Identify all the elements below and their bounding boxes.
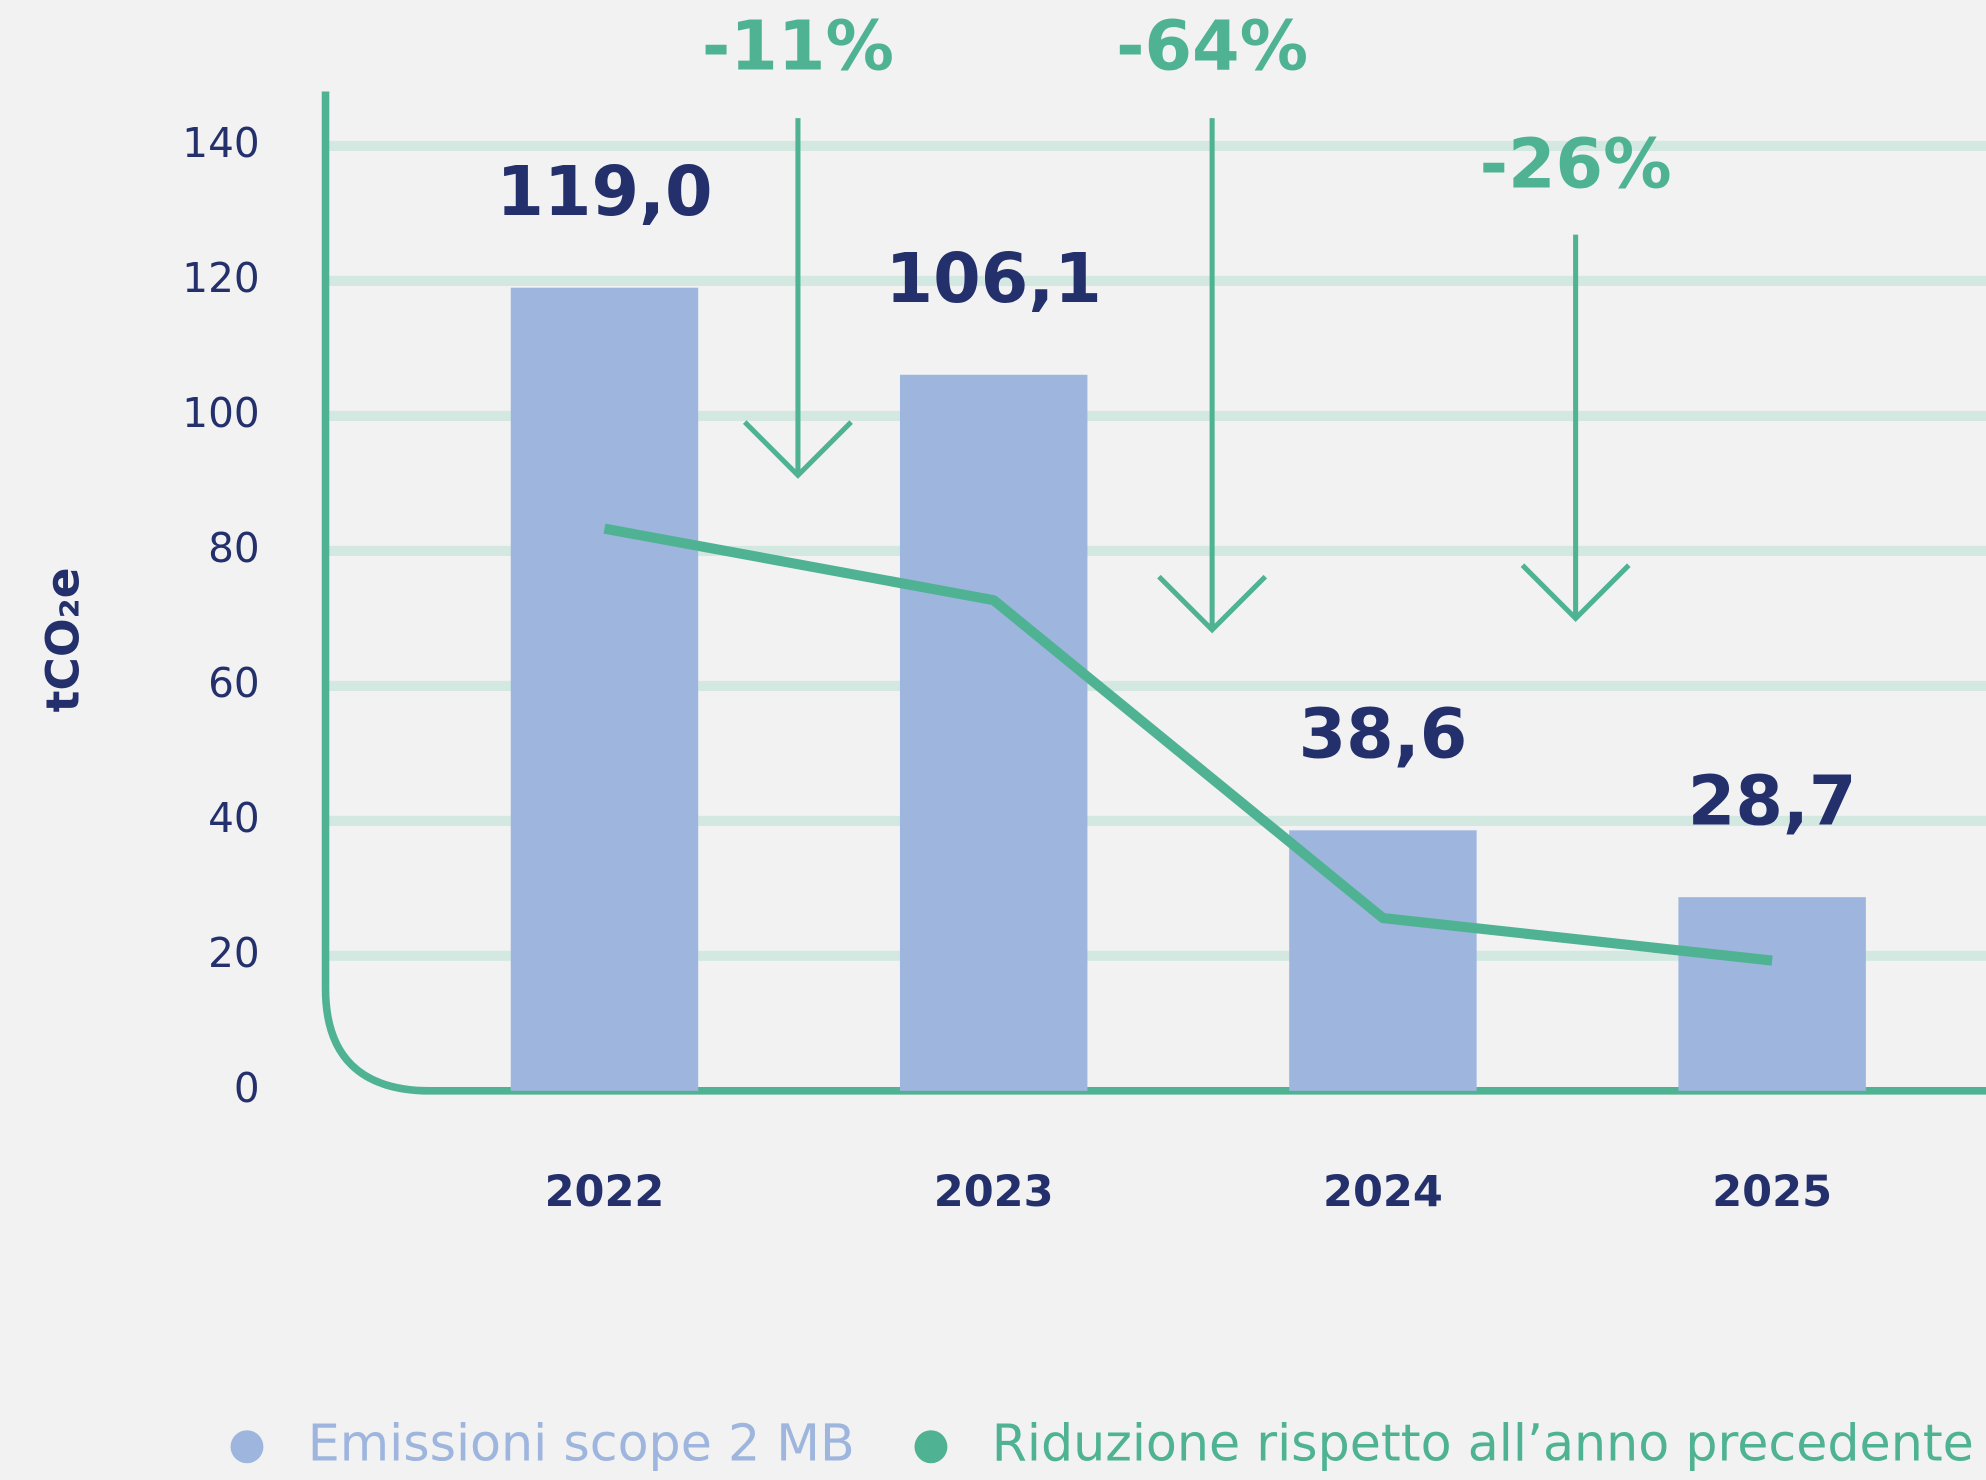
arrow (742, 118, 853, 479)
y-tick-label: 100 (182, 389, 259, 437)
data-label: 106,1 (886, 240, 1102, 319)
y-tick-label: 80 (208, 524, 260, 572)
y-tick-label: 140 (182, 119, 259, 167)
legend-marker (230, 1430, 264, 1464)
y-tick-label: 0 (234, 1064, 260, 1112)
y-axis-label: tCO₂e (36, 568, 89, 713)
axis-line (321, 91, 1986, 1095)
x-tick-label: 2024 (1323, 1167, 1443, 1217)
bar (1289, 830, 1477, 1091)
legend-label: Riduzione rispetto all’anno precedente (992, 1414, 1974, 1473)
data-label: 38,6 (1299, 696, 1468, 775)
y-tick-label: 120 (182, 254, 259, 302)
x-tick-label: 2023 (934, 1167, 1054, 1217)
arrow (1520, 234, 1631, 622)
x-tick-label: 2025 (1712, 1167, 1832, 1217)
y-tick-label: 60 (208, 659, 260, 707)
data-label: 28,7 (1688, 762, 1857, 841)
annotation: -64% (1116, 8, 1308, 87)
line (603, 523, 1773, 966)
legend-label: Emissioni scope 2 MB (308, 1414, 855, 1473)
annotation: -26% (1480, 125, 1672, 204)
bar (510, 287, 699, 1091)
y-tick-label: 20 (208, 929, 260, 977)
bar (1678, 897, 1866, 1091)
data-label: 119,0 (496, 153, 712, 232)
x-tick-label: 2022 (545, 1167, 665, 1217)
y-tick-label: 40 (208, 794, 260, 842)
legend-marker (914, 1430, 948, 1464)
annotation: -11% (702, 8, 894, 87)
bar (899, 374, 1088, 1091)
arrow (1157, 118, 1268, 634)
